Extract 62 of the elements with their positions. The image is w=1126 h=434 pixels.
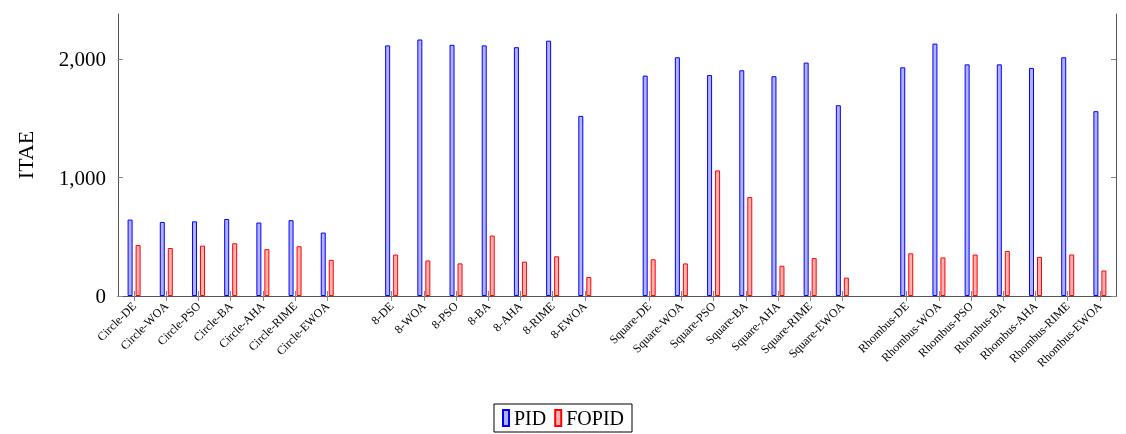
bar <box>940 257 946 296</box>
bar <box>296 246 302 296</box>
bar <box>457 263 463 296</box>
bar <box>417 39 423 296</box>
bar <box>385 45 391 296</box>
bar <box>900 67 906 296</box>
bar <box>288 220 294 296</box>
bar <box>127 219 133 296</box>
bar <box>521 261 527 296</box>
bar <box>554 256 560 296</box>
bar <box>715 170 721 296</box>
bar <box>425 260 431 296</box>
bar <box>739 70 745 296</box>
bar <box>167 248 173 296</box>
bar <box>264 249 270 296</box>
bar <box>835 105 841 296</box>
bar <box>546 40 552 296</box>
bar <box>674 57 680 296</box>
bar <box>393 254 399 296</box>
bar <box>159 221 165 296</box>
bar <box>1101 270 1107 296</box>
bar <box>964 64 970 296</box>
bar <box>972 254 978 296</box>
bar <box>932 43 938 296</box>
bar <box>843 277 849 296</box>
bar <box>224 218 230 296</box>
legend-label: PID <box>513 407 547 429</box>
bar <box>747 197 753 296</box>
bar <box>489 235 495 296</box>
bar <box>199 245 205 296</box>
y-tick-label: 2,000 <box>58 47 106 72</box>
bar <box>481 45 487 296</box>
bar <box>328 259 334 296</box>
bar <box>1037 256 1043 296</box>
bar <box>256 222 262 296</box>
bar <box>191 221 197 296</box>
bar <box>1093 111 1099 296</box>
legend-label: FOPID <box>566 407 625 429</box>
bar <box>1029 67 1035 296</box>
bar <box>803 62 809 296</box>
bar <box>449 44 455 296</box>
bar <box>996 64 1002 296</box>
bar <box>642 75 648 296</box>
bar <box>320 232 326 296</box>
bar <box>1004 250 1010 296</box>
bar <box>578 115 584 296</box>
bar <box>779 265 785 296</box>
bar <box>908 253 914 296</box>
y-tick-label: 0 <box>95 284 106 308</box>
bar <box>650 259 656 296</box>
bar <box>586 277 592 296</box>
y-tick-label: 1,000 <box>58 165 106 190</box>
bar <box>1061 57 1067 296</box>
bar <box>135 245 141 296</box>
bar <box>771 76 777 296</box>
bar <box>707 75 713 296</box>
bar <box>232 243 238 296</box>
bar <box>1069 254 1075 296</box>
bar <box>811 258 817 296</box>
y-axis-title: ITAE <box>12 130 38 180</box>
bar <box>682 263 688 296</box>
bar <box>513 47 519 296</box>
